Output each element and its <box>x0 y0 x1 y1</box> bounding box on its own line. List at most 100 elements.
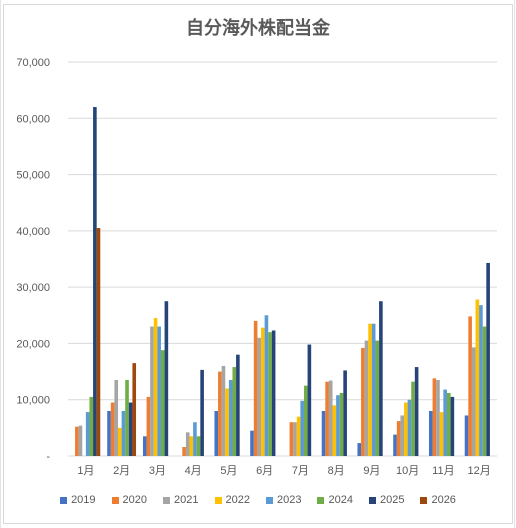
bar-2025-8[interactable] <box>343 370 347 456</box>
bar-2022-10[interactable] <box>404 402 408 456</box>
bar-2023-3[interactable] <box>157 326 161 456</box>
bar-2023-7[interactable] <box>300 400 304 456</box>
bar-2020-10[interactable] <box>396 421 401 456</box>
bar-2024-11[interactable] <box>446 392 451 456</box>
bar-2023-1[interactable] <box>85 412 90 456</box>
bar-2023-9[interactable] <box>371 323 376 456</box>
bar-2022-8[interactable] <box>332 405 337 456</box>
legend-swatch <box>266 496 273 504</box>
legend-item-2024[interactable]: 2024 <box>317 494 353 506</box>
bar-2024-3[interactable] <box>160 350 165 456</box>
bar-2021-6[interactable] <box>257 337 262 456</box>
bar-2023-4[interactable] <box>193 422 197 456</box>
legend-swatch <box>368 496 376 504</box>
bar-2023-5[interactable] <box>228 380 233 456</box>
bar-2020-9[interactable] <box>361 347 365 456</box>
chart-title: 自分海外株配当金 <box>186 18 330 39</box>
bar-2025-1[interactable] <box>93 107 97 457</box>
bar-2025-5[interactable] <box>236 354 240 456</box>
bar-2022-11[interactable] <box>439 412 444 456</box>
bar-2019-6[interactable] <box>250 430 254 456</box>
bar-2019-3[interactable] <box>142 436 147 456</box>
legend-item-2023[interactable]: 2023 <box>266 494 301 506</box>
bar-2021-2[interactable] <box>114 380 119 456</box>
bar-2020-4[interactable] <box>182 446 186 456</box>
bar-2024-8[interactable] <box>339 392 344 456</box>
bar-2019-11[interactable] <box>428 410 433 456</box>
bar-2022-3[interactable] <box>153 318 158 456</box>
bar-2022-5[interactable] <box>225 388 229 456</box>
bar-2019-8[interactable] <box>321 410 326 456</box>
bar-2026-2[interactable] <box>132 363 137 456</box>
bar-2024-6[interactable] <box>268 332 272 456</box>
bar-2020-2[interactable] <box>110 402 115 456</box>
bar-2025-12[interactable] <box>486 262 490 456</box>
legend-label: 2020 <box>122 494 148 506</box>
bar-2020-1[interactable] <box>75 426 79 456</box>
bar-2021-3[interactable] <box>150 326 154 456</box>
legend-item-2025[interactable]: 2025 <box>368 494 404 506</box>
legend-item-2019[interactable]: 2019 <box>60 494 96 506</box>
bar-2023-11[interactable] <box>443 389 447 456</box>
bar-2019-5[interactable] <box>214 410 219 456</box>
x-tick-label: 2月 <box>113 465 130 477</box>
bar-2024-2[interactable] <box>125 380 129 456</box>
bar-2022-6[interactable] <box>261 327 265 456</box>
y-tick-label: 10,000 <box>16 395 50 407</box>
bar-2019-9[interactable] <box>357 443 362 456</box>
bar-2021-4[interactable] <box>185 432 190 456</box>
bar-2024-9[interactable] <box>375 340 380 456</box>
bar-2024-12[interactable] <box>482 326 487 456</box>
bar-2020-12[interactable] <box>468 316 472 456</box>
bar-2025-3[interactable] <box>164 301 169 456</box>
legend-item-2021[interactable]: 2021 <box>163 494 199 506</box>
bar-2020-6[interactable] <box>253 320 258 456</box>
bar-2025-4[interactable] <box>200 369 204 456</box>
bar-2022-9[interactable] <box>368 323 372 456</box>
bar-2025-7[interactable] <box>307 344 312 456</box>
bar-2025-2[interactable] <box>128 402 133 456</box>
bar-2021-7[interactable] <box>293 422 297 456</box>
bar-2022-7[interactable] <box>296 416 301 456</box>
bar-2024-7[interactable] <box>303 385 308 456</box>
bar-2021-5[interactable] <box>221 365 226 456</box>
bar-2023-6[interactable] <box>264 315 269 456</box>
bar-2025-11[interactable] <box>450 396 455 456</box>
x-tick-label: 1月 <box>77 465 94 477</box>
bar-2025-9[interactable] <box>379 301 383 456</box>
bar-2023-8[interactable] <box>336 395 340 456</box>
bar-2021-11[interactable] <box>436 380 440 456</box>
bar-2024-1[interactable] <box>89 396 94 456</box>
bar-2021-9[interactable] <box>364 340 369 456</box>
bar-2025-10[interactable] <box>414 367 419 456</box>
legend-item-2022[interactable]: 2022 <box>214 494 250 506</box>
bar-2025-6[interactable] <box>271 330 276 456</box>
bar-2022-12[interactable] <box>475 299 480 456</box>
bar-2021-10[interactable] <box>400 415 405 456</box>
bar-2019-12[interactable] <box>464 415 469 456</box>
bar-2026-1[interactable] <box>96 228 101 456</box>
bar-2024-5[interactable] <box>232 367 237 456</box>
bar-2023-10[interactable] <box>407 399 412 456</box>
bar-2022-4[interactable] <box>189 436 194 456</box>
bar-2024-4[interactable] <box>196 436 201 456</box>
bar-2023-2[interactable] <box>121 410 126 456</box>
bar-2020-8[interactable] <box>325 381 329 456</box>
bar-2020-3[interactable] <box>146 396 151 456</box>
bar-2020-11[interactable] <box>432 378 437 456</box>
legend-item-2026[interactable]: 2026 <box>420 494 456 506</box>
bar-2020-7[interactable] <box>289 422 294 456</box>
legend-item-2020[interactable]: 2020 <box>111 494 148 506</box>
legend: 2019 2020 2021 2022 2023 2024 2025 2026 <box>0 494 516 506</box>
bar-2020-5[interactable] <box>218 371 222 456</box>
sheet-column-line <box>0 0 1 528</box>
legend-swatch <box>317 496 325 504</box>
bar-2024-10[interactable] <box>411 381 415 456</box>
bar-2019-10[interactable] <box>393 434 397 456</box>
bar-2019-2[interactable] <box>107 410 111 456</box>
bar-2021-1[interactable] <box>78 425 83 456</box>
bar-2023-12[interactable] <box>479 305 483 456</box>
bar-2022-2[interactable] <box>118 427 122 456</box>
bar-2021-8[interactable] <box>328 380 333 456</box>
bar-2021-12[interactable] <box>471 347 476 456</box>
